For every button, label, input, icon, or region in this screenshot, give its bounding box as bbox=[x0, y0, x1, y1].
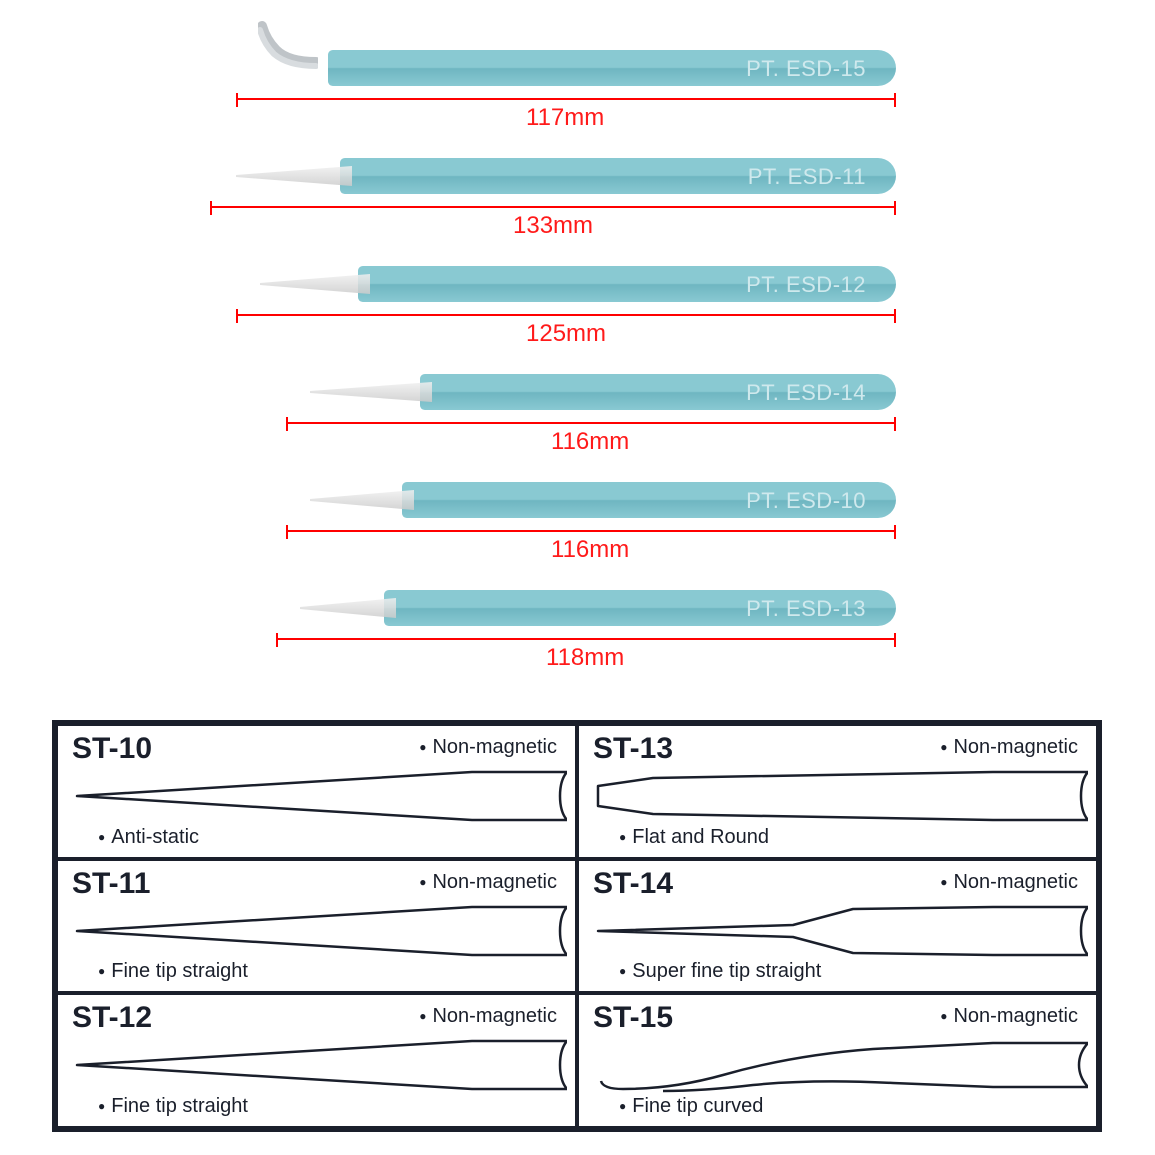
spec-cell: ST-10Non-magneticAnti-static bbox=[56, 724, 577, 859]
spec-bottom-feature: Flat and Round bbox=[619, 826, 769, 849]
tweezer-model-label: PT. ESD-14 bbox=[746, 380, 866, 406]
tweezer-row: PT. ESD-11 133mm bbox=[0, 156, 1155, 256]
tweezer-tip bbox=[310, 382, 432, 402]
tweezer-model-label: PT. ESD-13 bbox=[746, 596, 866, 622]
spec-top-feature: Non-magnetic bbox=[940, 1005, 1078, 1028]
spec-table: ST-10Non-magneticAnti-staticST-13Non-mag… bbox=[52, 720, 1102, 1132]
tweezer-tip-curved bbox=[258, 20, 318, 70]
tweezer-tip bbox=[236, 166, 352, 186]
spec-shape-diagram bbox=[72, 1035, 567, 1095]
dimension-line bbox=[276, 638, 896, 640]
dimension-line bbox=[236, 314, 896, 316]
spec-bottom-feature: Fine tip straight bbox=[98, 960, 248, 983]
spec-shape-diagram bbox=[593, 901, 1088, 961]
tweezer-model-label: PT. ESD-11 bbox=[748, 164, 866, 190]
spec-cell: ST-15Non-magneticFine tip curved bbox=[577, 993, 1098, 1128]
tweezer-row: PT. ESD-12 125mm bbox=[0, 264, 1155, 364]
spec-cell: ST-11Non-magneticFine tip straight bbox=[56, 859, 577, 994]
spec-cell: ST-13Non-magneticFlat and Round bbox=[577, 724, 1098, 859]
dimension-line bbox=[286, 530, 896, 532]
spec-bottom-feature: Fine tip straight bbox=[98, 1095, 248, 1118]
dimension-label: 125mm bbox=[526, 320, 606, 348]
tweezer-model-label: PT. ESD-12 bbox=[746, 272, 866, 298]
spec-shape-diagram bbox=[72, 766, 567, 826]
dimension-line bbox=[236, 98, 896, 100]
dimension-label: 116mm bbox=[551, 428, 629, 456]
dimension-label: 117mm bbox=[526, 104, 604, 132]
tweezer-row: PT. ESD-10 116mm bbox=[0, 480, 1155, 580]
tweezer-tip bbox=[260, 274, 370, 294]
tweezer-row: PT. ESD-14 116mm bbox=[0, 372, 1155, 472]
spec-top-feature: Non-magnetic bbox=[419, 1005, 557, 1028]
spec-cell: ST-12Non-magneticFine tip straight bbox=[56, 993, 577, 1128]
spec-shape-diagram bbox=[593, 766, 1088, 826]
dimension-label: 118mm bbox=[546, 644, 624, 672]
tweezer-row: PT. ESD-13 118mm bbox=[0, 588, 1155, 688]
dimension-line bbox=[286, 422, 896, 424]
spec-top-feature: Non-magnetic bbox=[419, 736, 557, 759]
spec-bottom-feature: Anti-static bbox=[98, 826, 199, 849]
tweezer-photo-area: PT. ESD-15 117mm PT. ESD-11 133mm PT. ESD-12… bbox=[0, 0, 1155, 720]
tweezer-row: PT. ESD-15 117mm bbox=[0, 48, 1155, 148]
spec-cell: ST-14Non-magneticSuper fine tip straight bbox=[577, 859, 1098, 994]
dimension-label: 116mm bbox=[551, 536, 629, 564]
spec-shape-diagram bbox=[593, 1035, 1088, 1095]
spec-top-feature: Non-magnetic bbox=[940, 736, 1078, 759]
spec-top-feature: Non-magnetic bbox=[940, 871, 1078, 894]
tweezer-model-label: PT. ESD-10 bbox=[746, 488, 866, 514]
tweezer-tip bbox=[310, 490, 414, 510]
spec-bottom-feature: Fine tip curved bbox=[619, 1095, 763, 1118]
tweezer-model-label: PT. ESD-15 bbox=[746, 56, 866, 82]
tweezer-tip bbox=[300, 598, 396, 618]
dimension-label: 133mm bbox=[513, 212, 593, 240]
spec-bottom-feature: Super fine tip straight bbox=[619, 960, 821, 983]
dimension-line bbox=[210, 206, 896, 208]
spec-shape-diagram bbox=[72, 901, 567, 961]
spec-top-feature: Non-magnetic bbox=[419, 871, 557, 894]
